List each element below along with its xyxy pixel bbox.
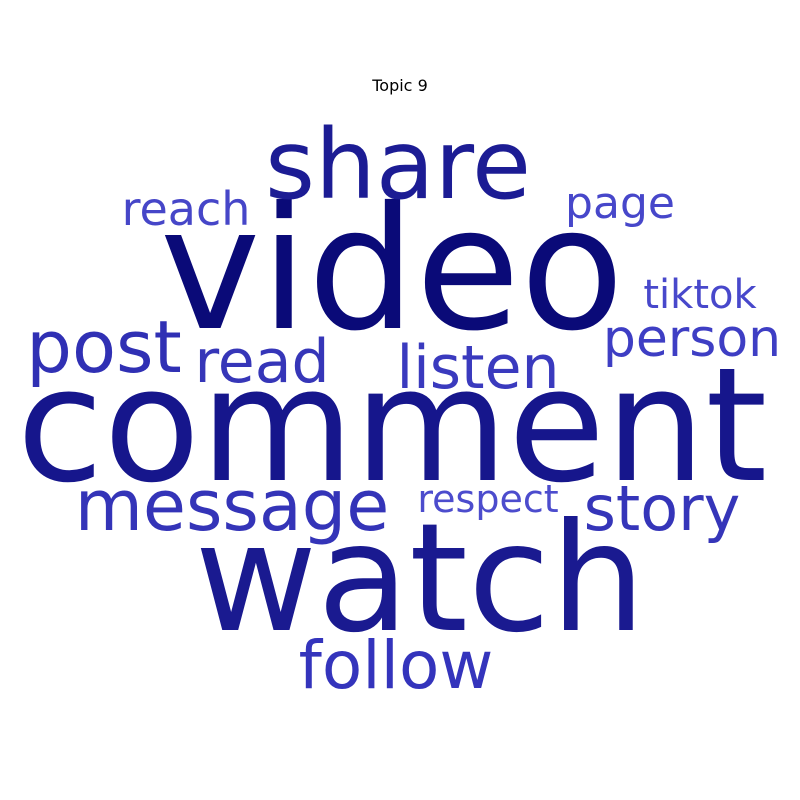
word-watch: watch [195,492,646,666]
chart-title: Topic 9 [372,76,428,95]
word-page: page [565,178,675,229]
word-message: message [75,465,390,547]
word-story: story [584,472,741,545]
word-comment: comment [17,334,768,518]
word-share: share [265,109,531,221]
word-video: video [160,171,624,369]
word-respect: respect [417,477,558,521]
word-tiktok: tiktok [643,272,757,318]
word-post: post [26,305,182,389]
word-reach: reach [122,182,251,236]
word-person: person [603,309,781,369]
word-listen: listen [396,333,559,403]
word-read: read [194,327,329,397]
word-follow: follow [299,627,494,704]
